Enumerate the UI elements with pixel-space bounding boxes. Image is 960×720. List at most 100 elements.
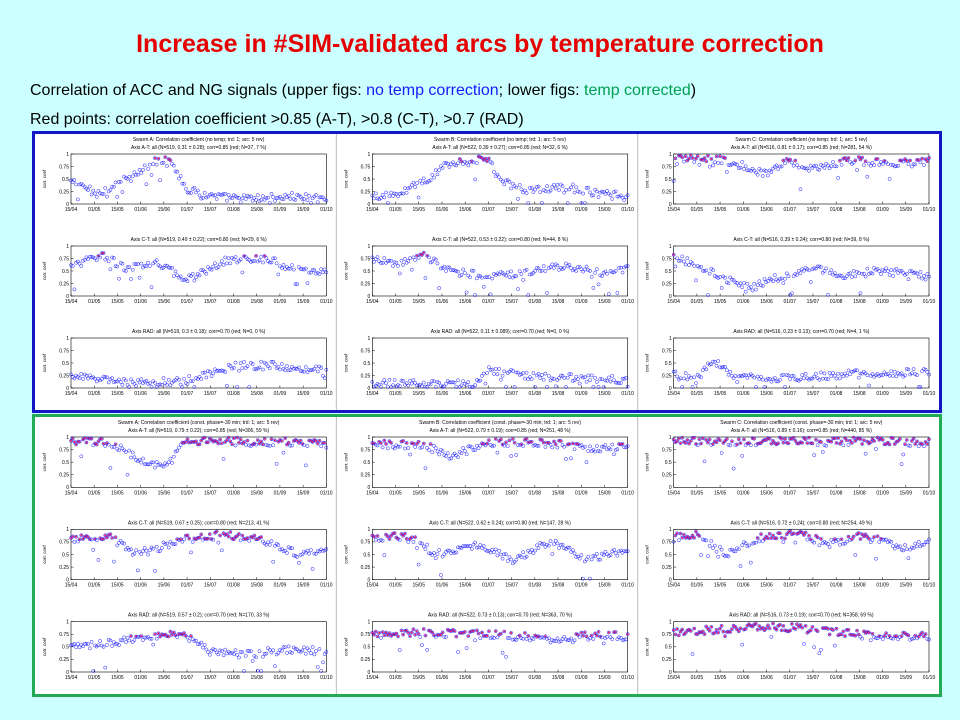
data-point bbox=[695, 154, 700, 158]
data-point bbox=[618, 635, 623, 640]
y-tick-label: 1 bbox=[66, 244, 69, 250]
data-point bbox=[142, 635, 147, 640]
y-tick-label: 0.25 bbox=[361, 281, 371, 287]
highlight-point bbox=[405, 537, 408, 540]
panel-subtitle: Axis C-T: all (N=516, 0.39 ± 0.24); corr… bbox=[733, 237, 869, 243]
data-point bbox=[183, 187, 188, 191]
data-point bbox=[774, 627, 779, 632]
data-point bbox=[139, 634, 144, 638]
data-point bbox=[769, 441, 774, 446]
data-point bbox=[760, 284, 765, 288]
data-point bbox=[906, 556, 911, 561]
data-point bbox=[819, 370, 823, 375]
data-point bbox=[98, 255, 102, 260]
highlight-point bbox=[114, 536, 117, 539]
highlight-point bbox=[234, 535, 237, 539]
highlight-point bbox=[677, 634, 680, 637]
data-point bbox=[582, 630, 587, 635]
data-point bbox=[423, 547, 428, 551]
data-point bbox=[168, 158, 173, 163]
data-point bbox=[593, 270, 597, 275]
highlight-point bbox=[559, 439, 562, 443]
data-point bbox=[546, 636, 551, 641]
data-point bbox=[69, 643, 73, 648]
highlight-point bbox=[164, 156, 167, 159]
data-point bbox=[285, 364, 289, 368]
data-point bbox=[588, 636, 592, 641]
data-point bbox=[594, 551, 599, 556]
data-point bbox=[382, 195, 387, 200]
data-point bbox=[389, 441, 394, 445]
data-point bbox=[796, 165, 801, 170]
y-tick-label: 0.25 bbox=[59, 281, 69, 287]
data-point bbox=[416, 562, 421, 567]
data-point bbox=[718, 438, 722, 443]
highlight-point bbox=[482, 158, 485, 162]
data-point bbox=[507, 275, 512, 280]
data-point bbox=[702, 632, 707, 636]
data-point bbox=[324, 547, 329, 551]
highlight-point bbox=[881, 438, 884, 441]
x-tick-label: 15/04 bbox=[65, 583, 78, 589]
highlight-point bbox=[753, 437, 756, 440]
data-point bbox=[238, 257, 243, 262]
highlight-point bbox=[278, 438, 282, 442]
highlight-point bbox=[229, 530, 232, 534]
data-point bbox=[844, 158, 849, 163]
data-point bbox=[218, 437, 222, 442]
highlight-point bbox=[701, 437, 704, 440]
highlight-point bbox=[861, 442, 864, 446]
panel-upper-9: Axis RAD: all (N=516, 0.23 ± 0.13); corr… bbox=[645, 329, 936, 397]
data-point bbox=[536, 546, 541, 550]
data-point bbox=[598, 449, 603, 454]
data-point bbox=[593, 449, 597, 454]
data-point bbox=[576, 265, 580, 269]
panel-lower-9: Axis RAD: all (N=516, 0.73 ± 0.19); corr… bbox=[645, 613, 936, 681]
data-point bbox=[476, 446, 481, 451]
highlight-point bbox=[318, 439, 321, 442]
plot-frame bbox=[70, 529, 327, 580]
data-point bbox=[600, 635, 604, 640]
highlight-point bbox=[323, 441, 326, 444]
highlight-point bbox=[780, 629, 783, 632]
data-point bbox=[302, 197, 306, 201]
y-tick-label: 0.25 bbox=[662, 189, 672, 195]
data-point bbox=[406, 186, 411, 191]
data-point bbox=[812, 266, 817, 271]
data-point bbox=[625, 632, 630, 636]
x-tick-label: 15/08 bbox=[853, 391, 866, 397]
data-point bbox=[252, 259, 257, 263]
data-point bbox=[456, 545, 460, 550]
highlight-point bbox=[400, 532, 403, 536]
data-point bbox=[413, 258, 418, 262]
y-tick-label: 0 bbox=[368, 577, 371, 583]
data-point bbox=[243, 653, 248, 658]
highlight-point bbox=[914, 442, 917, 446]
data-point bbox=[156, 156, 161, 161]
data-point bbox=[122, 541, 126, 546]
data-point bbox=[189, 191, 193, 195]
data-point bbox=[846, 443, 851, 447]
data-point bbox=[548, 265, 553, 269]
data-point bbox=[297, 560, 301, 565]
data-point bbox=[675, 627, 679, 631]
data-point bbox=[603, 549, 608, 554]
data-point bbox=[259, 254, 264, 259]
data-point bbox=[432, 175, 436, 180]
data-point bbox=[795, 378, 799, 382]
data-point bbox=[588, 444, 592, 449]
highlight-point bbox=[739, 627, 742, 630]
highlight-point bbox=[766, 624, 770, 627]
data-point bbox=[755, 172, 760, 177]
data-point bbox=[555, 636, 560, 641]
data-point bbox=[543, 269, 548, 273]
data-point bbox=[141, 638, 145, 642]
data-point bbox=[273, 664, 277, 668]
panel-subtitle: Axis C-T: all (N=516, 0.72 ± 0.24); corr… bbox=[731, 520, 873, 526]
data-point bbox=[454, 634, 459, 639]
data-point bbox=[88, 184, 92, 189]
data-point bbox=[558, 373, 563, 378]
data-point bbox=[213, 261, 217, 266]
data-point bbox=[610, 197, 615, 201]
data-point bbox=[481, 371, 486, 376]
